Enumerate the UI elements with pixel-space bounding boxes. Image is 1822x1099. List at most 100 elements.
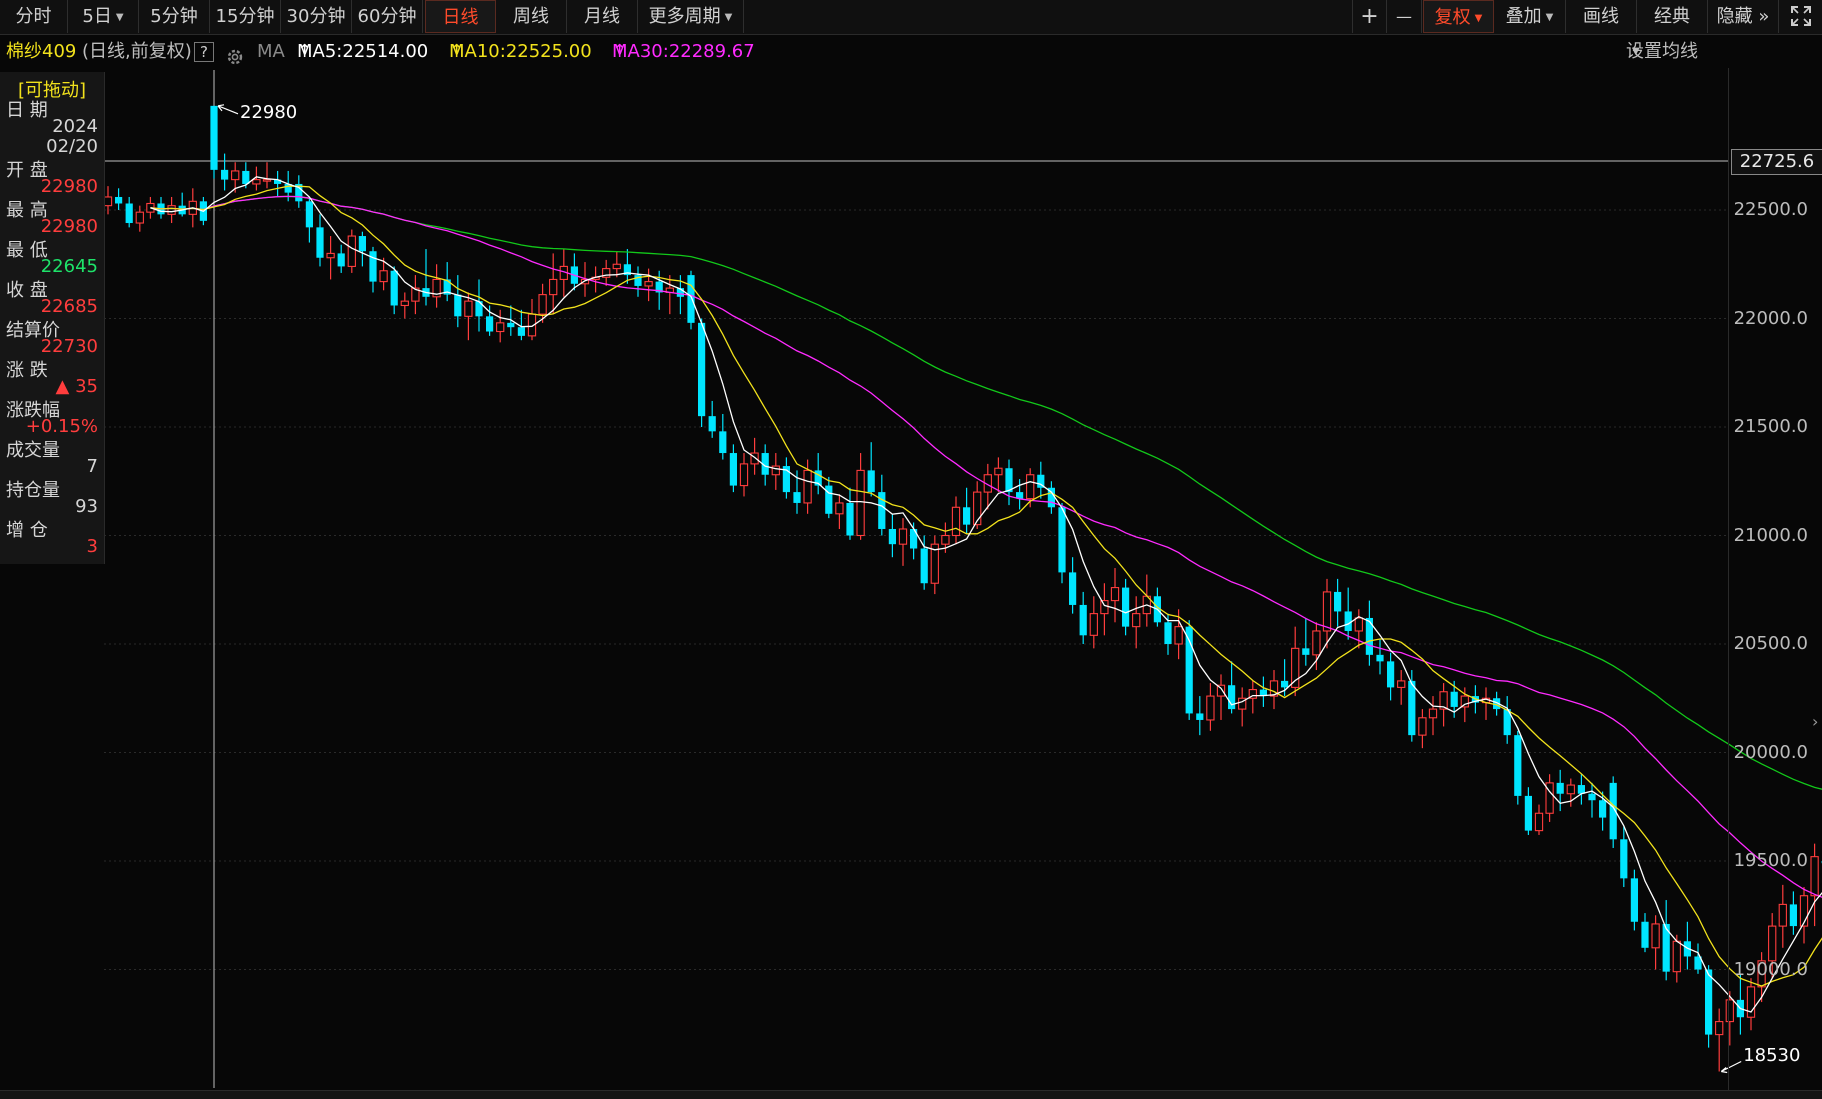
candle-body: [1652, 924, 1659, 948]
price-tick-label: 22500.0: [1734, 199, 1808, 220]
high-marker-arrow: [218, 105, 238, 114]
date-value: 02/20: [6, 136, 98, 157]
volume-value: 7: [6, 456, 98, 477]
high-price-label: 22980: [240, 102, 297, 123]
candle-body: [613, 264, 620, 268]
price-tick-label: 19500.0: [1734, 850, 1808, 871]
candle-body: [1175, 627, 1182, 644]
candle-body: [793, 492, 800, 503]
candle-body: [369, 251, 376, 281]
high-value: 22980: [6, 216, 98, 237]
candle-body: [359, 236, 366, 251]
candle-body: [1196, 713, 1203, 720]
candle-body: [348, 236, 355, 266]
candle-body: [1631, 878, 1638, 921]
candle-body: [719, 431, 726, 453]
date-year: 2024: [6, 116, 98, 137]
candle-body: [709, 416, 716, 431]
candle-body: [1101, 601, 1108, 614]
price-tick-label: 19000.0: [1734, 959, 1808, 980]
candle-body: [221, 170, 228, 180]
candle-body: [899, 529, 906, 544]
candle-body: [518, 327, 525, 336]
candle-body: [497, 323, 504, 332]
candle-body: [1027, 475, 1034, 499]
chart-grid: [104, 210, 1728, 970]
candle-body: [1535, 813, 1542, 830]
price-tick-label: 21500.0: [1734, 416, 1808, 437]
pct-value: +0.15%: [6, 416, 98, 437]
candle-body: [942, 536, 949, 545]
candle-body: [698, 323, 705, 416]
candle-body: [507, 323, 514, 327]
candle-body: [1429, 709, 1436, 718]
candle-body: [380, 271, 387, 282]
candle-body: [1069, 572, 1076, 605]
candles-group: [104, 106, 1822, 1072]
change-value: ▲ 35: [6, 376, 98, 397]
candle-body: [338, 253, 345, 266]
candle-body: [1514, 735, 1521, 796]
candle-body: [1588, 794, 1595, 801]
oi-value: 93: [6, 496, 98, 517]
crosshair-price-label: 22725.6: [1731, 149, 1822, 175]
candle-body: [465, 301, 472, 316]
candle-body: [846, 503, 853, 536]
candle-body: [1451, 692, 1458, 707]
candle-body: [327, 253, 334, 257]
candle-body: [868, 470, 875, 492]
candle-body: [995, 468, 1002, 475]
candle-body: [836, 503, 843, 514]
candle-body: [772, 466, 779, 475]
candle-body: [1090, 614, 1097, 636]
candle-body: [1313, 631, 1320, 655]
candle-body: [1461, 696, 1468, 707]
candle-body: [1716, 1022, 1723, 1035]
settle-value: 22730: [6, 336, 98, 357]
candle-body: [126, 203, 133, 223]
extreme-marks: [218, 105, 1741, 1073]
candle-body: [486, 316, 493, 331]
candle-body: [1387, 661, 1394, 687]
price-tick-label: 20000.0: [1734, 742, 1808, 763]
ohlc-info-panel[interactable]: [可拖动] 日 期 2024 02/20 开 盘 22980 最 高 22980…: [0, 72, 105, 564]
candle-body: [1323, 592, 1330, 631]
candle-body: [1641, 922, 1648, 948]
candle-body: [1355, 618, 1362, 631]
candle-body: [1058, 507, 1065, 572]
candle-body: [1164, 622, 1171, 644]
candle-body: [1228, 685, 1235, 709]
price-tick-label: 21000.0: [1734, 525, 1808, 546]
price-axis[interactable]: [1728, 68, 1822, 1090]
candle-body: [1122, 588, 1129, 627]
candle-body: [401, 301, 408, 305]
candle-body: [1525, 796, 1532, 831]
candle-body: [1620, 839, 1627, 878]
candle-body: [730, 453, 737, 486]
candle-body: [1705, 970, 1712, 1035]
candle-body: [1366, 618, 1373, 655]
candle-body: [115, 197, 122, 204]
low-value: 22645: [6, 256, 98, 277]
candle-body: [645, 282, 652, 286]
candle-body: [1398, 681, 1405, 688]
candle-body: [168, 206, 175, 215]
candle-body: [804, 470, 811, 503]
candle-body: [232, 171, 239, 180]
price-tick-label: 22000.0: [1734, 308, 1808, 329]
close-value: 22685: [6, 296, 98, 317]
candle-body: [963, 507, 970, 524]
oi-change-value: 3: [6, 536, 98, 557]
candle-body: [921, 549, 928, 584]
candle-body: [306, 201, 313, 227]
candle-body: [1408, 681, 1415, 735]
chevron-right-icon[interactable]: ›: [1812, 712, 1822, 742]
candle-body: [1302, 648, 1309, 655]
candle-body: [1080, 605, 1087, 635]
open-value: 22980: [6, 176, 98, 197]
candle-body: [454, 295, 461, 317]
candle-body: [263, 180, 270, 182]
candle-body: [1207, 696, 1214, 720]
candle-body: [242, 171, 249, 184]
